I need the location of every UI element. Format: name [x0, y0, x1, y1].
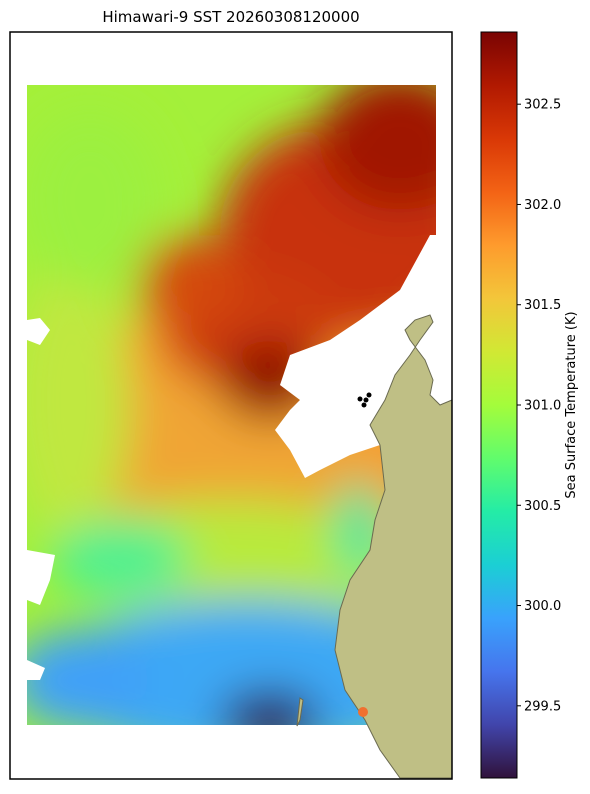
colorbar-tick-label: 301.5 [524, 298, 561, 313]
colorbar [480, 31, 518, 779]
colorbar-tick-label: 299.5 [524, 699, 561, 714]
colorbar-label: Sea Surface Temperature (K) [564, 311, 579, 498]
chart-title: Himawari-9 SST 20260308120000 [102, 8, 359, 26]
colorbar-tick-label: 300.0 [524, 599, 561, 614]
land [334, 314, 453, 779]
colorbar-tick-label: 302.0 [524, 198, 561, 213]
map-frame [9, 31, 453, 780]
colorbar-tick-label: 302.5 [524, 98, 561, 113]
coastal-patch [358, 707, 368, 717]
island [296, 697, 304, 727]
sst-field [27, 85, 436, 725]
station-markers [357, 392, 372, 408]
colorbar-tick-label: 301.0 [524, 399, 561, 414]
colorbar-tick-label: 300.5 [524, 499, 561, 514]
